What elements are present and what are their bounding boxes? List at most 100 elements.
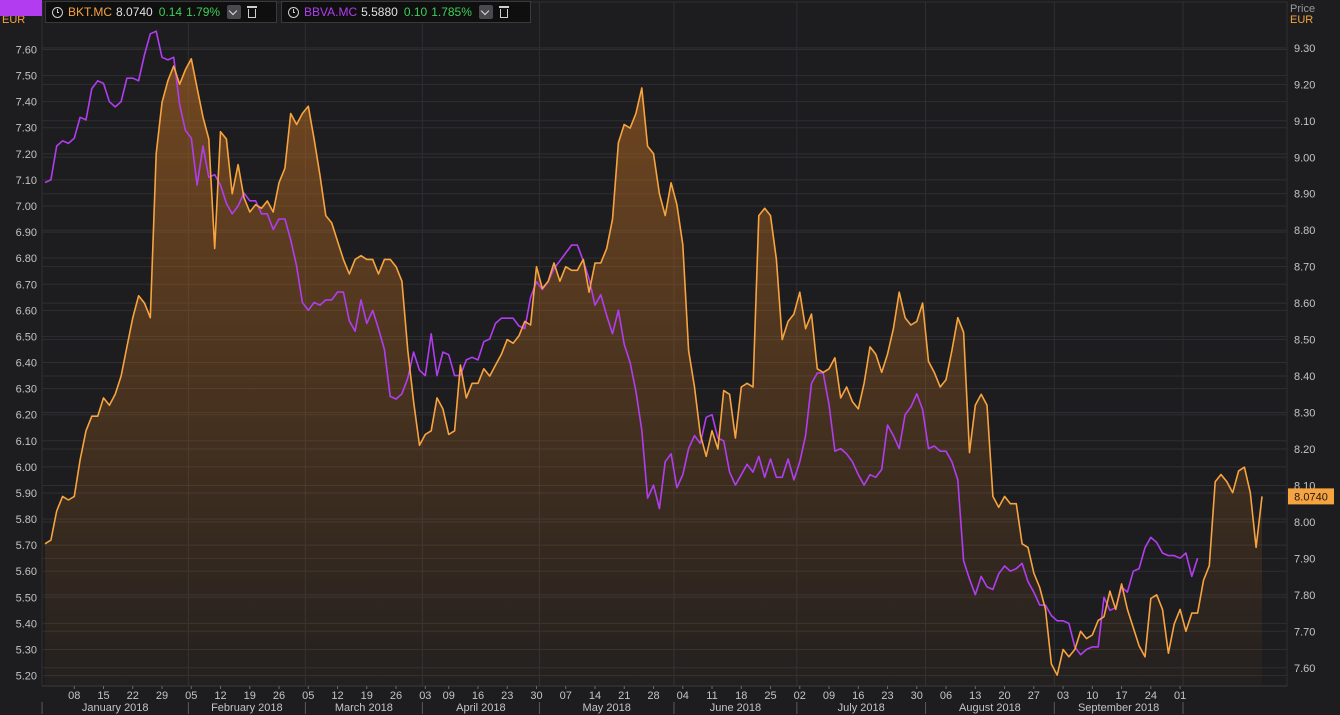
right-tick-label: 8.20 xyxy=(1294,444,1315,456)
x-month-label: July 2018 xyxy=(838,702,885,714)
series-lines xyxy=(44,30,1263,676)
x-tick-label: 05 xyxy=(185,690,197,702)
x-month-label: January 2018 xyxy=(82,702,149,714)
right-tick-label: 7.70 xyxy=(1294,626,1315,638)
x-month-label: June 2018 xyxy=(710,702,761,714)
left-tick-label: 5.90 xyxy=(16,488,37,500)
x-tick-label: 06 xyxy=(940,690,952,702)
left-tick-label: 7.50 xyxy=(16,71,37,83)
x-month-label: March 2018 xyxy=(335,702,393,714)
x-tick-label: 11 xyxy=(706,690,717,702)
clock-icon xyxy=(52,6,63,18)
left-tick-label: 5.60 xyxy=(16,566,37,578)
left-tick-label: 7.30 xyxy=(16,123,37,135)
left-tick-label: 5.30 xyxy=(16,644,37,656)
trash-icon[interactable] xyxy=(498,5,510,19)
right-axis-title: Price xyxy=(1290,3,1315,15)
bbva-last-value-badge xyxy=(0,0,42,16)
x-tick-label: 30 xyxy=(530,690,542,702)
x-tick-label: 02 xyxy=(794,690,806,702)
x-tick-label: 22 xyxy=(127,690,139,702)
x-tick-label: 14 xyxy=(589,690,601,702)
left-tick-label: 7.10 xyxy=(16,175,37,187)
left-tick-label: 6.10 xyxy=(16,436,37,448)
left-tick-label: 6.80 xyxy=(16,253,37,265)
legend-bkt-change: 0.14 xyxy=(158,5,183,19)
left-tick-label: 6.20 xyxy=(16,410,37,422)
left-tick-label: 7.60 xyxy=(16,44,37,56)
x-tick-label: 03 xyxy=(1057,690,1069,702)
left-tick-label: 5.50 xyxy=(16,592,37,604)
right-axis-unit: EUR xyxy=(1290,14,1313,26)
bbva-last-value-text: 5.5880 xyxy=(4,0,38,3)
bkt-area xyxy=(45,58,1262,687)
x-tick-label: 05 xyxy=(302,690,314,702)
x-axis: 08 15 22 29 05 12 19 26 05 12 19 26 03 09 16 23 30 07 14 21… xyxy=(41,685,1287,714)
x-tick-label: 26 xyxy=(273,690,285,702)
right-tick-label: 9.10 xyxy=(1294,116,1315,128)
right-tick-label: 7.60 xyxy=(1294,663,1315,675)
legend-bbva[interactable]: BBVA.MC 5.5880 0.10 1.785% xyxy=(281,1,531,23)
right-tick-label: 8.80 xyxy=(1294,225,1315,237)
right-tick-label: 8.70 xyxy=(1294,262,1315,274)
trash-icon[interactable] xyxy=(246,5,258,19)
bbva-line xyxy=(44,30,1199,656)
right-tick-label: 9.20 xyxy=(1294,79,1315,91)
left-tick-label: 6.00 xyxy=(16,462,37,474)
right-tick-label: 9.30 xyxy=(1294,43,1315,55)
bkt-line xyxy=(44,58,1263,676)
x-tick-label: 16 xyxy=(472,690,484,702)
legend-bkt[interactable]: BKT.MC 8.0740 0.14 1.79% xyxy=(45,1,277,23)
x-tick-label: 27 xyxy=(1028,690,1040,702)
legend-bkt-value: 8.0740 xyxy=(116,5,153,19)
x-tick-label: 18 xyxy=(735,690,747,702)
left-tick-label: 7.40 xyxy=(16,97,37,109)
legend-bbva-pct: 1.785% xyxy=(431,5,472,19)
x-tick-label: 08 xyxy=(68,690,80,702)
x-month-label: September 2018 xyxy=(1078,702,1159,714)
left-axis: PriceEUR7.607.507.407.307.207.107.006.90… xyxy=(2,3,37,683)
chevron-down-icon[interactable] xyxy=(227,5,242,19)
last-value-labels: 5.5880 8.0740 xyxy=(0,0,1334,505)
chevron-down-icon[interactable] xyxy=(478,5,493,19)
x-tick-label: 20 xyxy=(998,690,1010,702)
left-tick-label: 5.70 xyxy=(16,540,37,552)
right-tick-label: 8.50 xyxy=(1294,335,1315,347)
right-tick-label: 8.90 xyxy=(1294,189,1315,201)
x-month-label: August 2018 xyxy=(959,702,1021,714)
x-tick-label: 19 xyxy=(361,690,373,702)
x-tick-label: 09 xyxy=(443,690,455,702)
right-tick-label: 8.40 xyxy=(1294,371,1315,383)
x-tick-label: 07 xyxy=(560,690,572,702)
x-tick-label: 15 xyxy=(97,690,109,702)
right-tick-label: 8.60 xyxy=(1294,298,1315,310)
left-tick-label: 6.60 xyxy=(16,305,37,317)
x-month-label: May 2018 xyxy=(583,702,631,714)
x-tick-label: 29 xyxy=(156,690,168,702)
x-tick-label: 23 xyxy=(881,690,893,702)
x-tick-label: 25 xyxy=(764,690,776,702)
left-tick-label: 7.00 xyxy=(16,201,37,213)
legend-bbva-symbol: BBVA.MC xyxy=(304,5,358,19)
clock-icon xyxy=(288,6,299,18)
legend-bkt-pct: 1.79% xyxy=(186,5,221,19)
x-month-label: April 2018 xyxy=(456,702,506,714)
left-tick-label: 7.20 xyxy=(16,149,37,161)
left-tick-label: 6.50 xyxy=(16,331,37,343)
x-tick-label: 24 xyxy=(1145,690,1157,702)
right-tick-label: 7.90 xyxy=(1294,553,1315,565)
x-tick-label: 12 xyxy=(214,690,226,702)
x-tick-label: 12 xyxy=(331,690,343,702)
x-tick-label: 30 xyxy=(911,690,923,702)
x-tick-label: 04 xyxy=(677,690,689,702)
x-month-label: February 2018 xyxy=(211,702,283,714)
left-tick-label: 6.40 xyxy=(16,358,37,370)
left-tick-label: 6.90 xyxy=(16,227,37,239)
x-tick-label: 16 xyxy=(852,690,864,702)
left-tick-label: 5.80 xyxy=(16,514,37,526)
legend-bbva-value: 5.5880 xyxy=(361,5,398,19)
x-tick-label: 10 xyxy=(1086,690,1098,702)
right-tick-label: 8.30 xyxy=(1294,408,1315,420)
x-tick-label: 13 xyxy=(969,690,981,702)
